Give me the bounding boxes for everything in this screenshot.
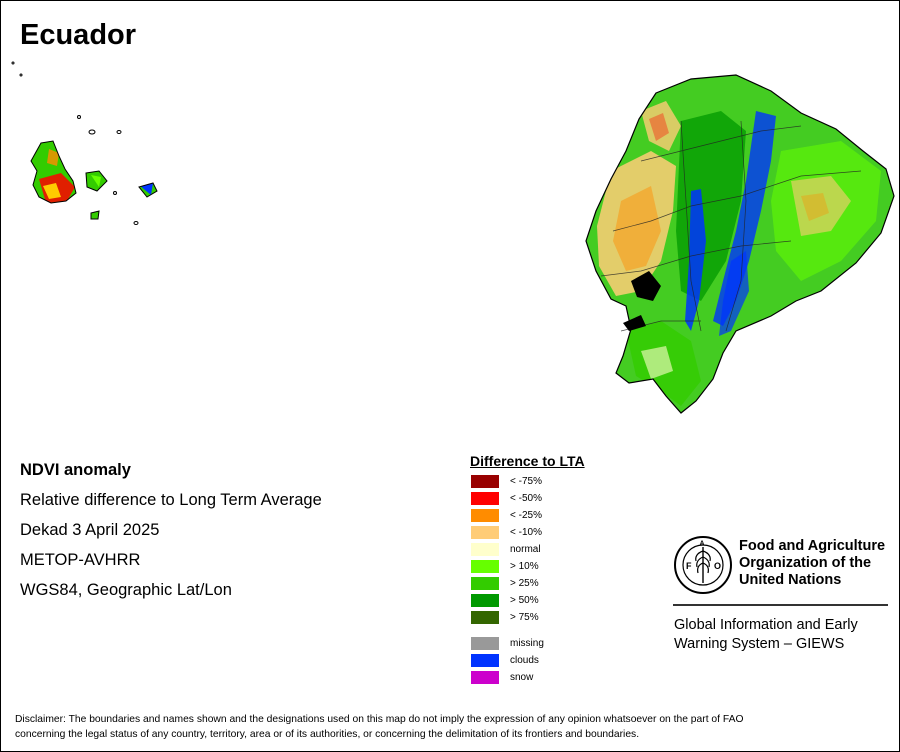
legend-swatch — [471, 654, 499, 667]
legend-swatch — [471, 577, 499, 590]
legend-label: > 10% — [510, 561, 539, 572]
legend-item: > 25% — [470, 575, 670, 592]
map-title: Ecuador — [20, 19, 137, 51]
legend-item: > 10% — [470, 558, 670, 575]
projection: WGS84, Geographic Lat/Lon — [20, 581, 232, 599]
legend-label: < -75% — [510, 476, 542, 487]
legend-item: normal — [470, 541, 670, 558]
legend-items: < -75% < -50% < -25% < -10% normal > 10% > 25%… — [470, 473, 670, 626]
dekad-date: Dekad 3 April 2025 — [20, 521, 160, 539]
legend-title: Difference to LTA — [470, 453, 585, 469]
sensor-name: METOP-AVHRR — [20, 551, 141, 569]
galapagos-islands — [31, 141, 157, 219]
legend-label: normal — [510, 544, 541, 555]
legend-item: < -25% — [470, 507, 670, 524]
country-border — [585, 74, 895, 414]
legend-label: < -10% — [510, 527, 542, 538]
map-legend: Difference to LTA < -75% < -50% < -25% < -1… — [470, 453, 670, 686]
legend-item: < -10% — [470, 524, 670, 541]
legend-label: < -25% — [510, 510, 542, 521]
legend-swatch — [471, 526, 499, 539]
legend-label: > 25% — [510, 578, 539, 589]
legend-label: clouds — [510, 655, 539, 666]
legend-swatch — [471, 671, 499, 684]
svg-text:A: A — [700, 541, 705, 548]
legend-label: snow — [510, 672, 534, 683]
map-info: NDVI anomaly Relative difference to Long… — [20, 459, 322, 609]
svg-text:F: F — [686, 561, 692, 571]
legend-swatch — [471, 637, 499, 650]
galapagos-outline — [30, 140, 158, 220]
legend-item: < -75% — [470, 473, 670, 490]
legend-item: > 75% — [470, 609, 670, 626]
islets — [11, 61, 139, 225]
legend-extra-items: missing clouds snow — [470, 635, 670, 686]
fao-logo-icon: F A O — [674, 536, 732, 594]
svg-text:O: O — [714, 561, 721, 571]
legend-item: clouds — [470, 652, 670, 669]
legend-item: snow — [470, 669, 670, 686]
legend-swatch — [471, 509, 499, 522]
gulf-island — [631, 271, 661, 301]
product-description: Relative difference to Long Term Average — [20, 491, 322, 509]
disclaimer: Disclaimer: The boundaries and names sho… — [15, 714, 744, 740]
legend-swatch — [471, 560, 499, 573]
legend-swatch — [471, 594, 499, 607]
puna-island — [623, 315, 646, 331]
fao-name: Food and Agriculture Organization of the… — [739, 538, 886, 588]
legend-label: missing — [510, 638, 544, 649]
legend-swatch — [471, 611, 499, 624]
ndvi-map — [11, 61, 895, 414]
province-boundaries — [600, 120, 862, 332]
legend-swatch — [471, 492, 499, 505]
divider — [673, 604, 888, 606]
giews-name: Global Information and Early Warning Sys… — [674, 617, 858, 652]
legend-item: missing — [470, 635, 670, 652]
legend-swatch — [471, 475, 499, 488]
legend-item: > 50% — [470, 592, 670, 609]
legend-label: > 75% — [510, 612, 539, 623]
legend-item: < -50% — [470, 490, 670, 507]
legend-label: > 50% — [510, 595, 539, 606]
product-name: NDVI anomaly — [20, 461, 131, 479]
legend-swatch — [471, 543, 499, 556]
legend-label: < -50% — [510, 493, 542, 504]
